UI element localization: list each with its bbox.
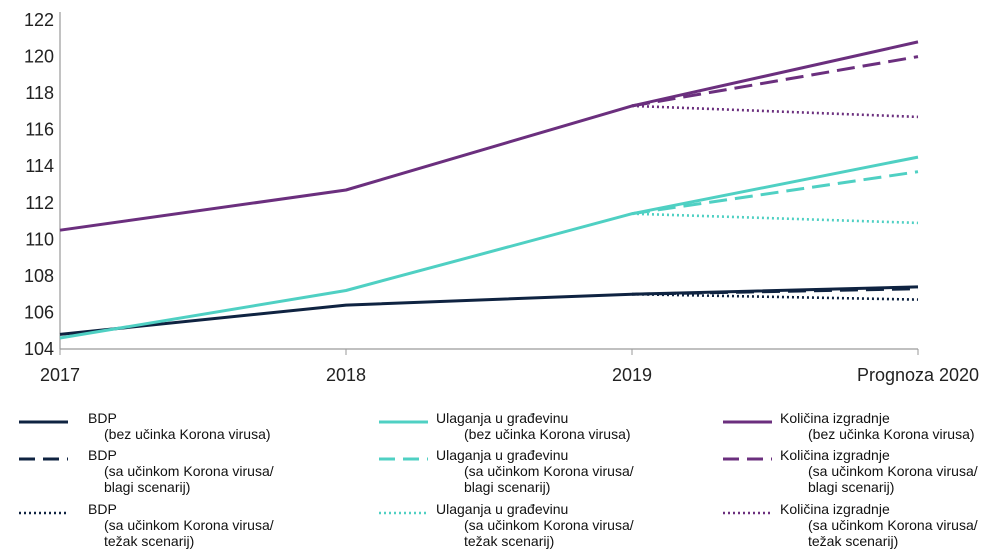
y-tick-label: 120 (24, 47, 54, 67)
legend-label-detail: blagi scenarij) (808, 479, 895, 495)
legend-label-detail: blagi scenarij) (464, 479, 551, 495)
legend-label-detail: (sa učinkom Korona virusa/ (104, 517, 274, 533)
legend-label-title: Količina izgradnje (780, 501, 890, 517)
legend-swatch (379, 420, 428, 424)
legend-label-detail: težak scenarij) (104, 533, 195, 549)
x-tick-label: 2019 (612, 365, 652, 385)
legend-swatch (379, 511, 428, 515)
x-axis-ticks: 2017 2018 2019 Prognoza 2020 (40, 365, 979, 385)
series-line-ulag_tezak (631, 212, 919, 225)
legend-label-detail: (sa učinkom Korona virusa/ (808, 463, 978, 479)
legend-swatch (379, 457, 428, 461)
y-tick-label: 112 (25, 193, 54, 213)
chart-legend: BDP (bez učinka Korona virusa) BDP (sa učin… (0, 404, 1000, 554)
legend-label: BDP (bez učinka Korona virusa) (72, 410, 271, 442)
series-line-kol_blagi (631, 55, 919, 108)
legend-label-detail: (sa učinkom Korona virusa/ (464, 463, 634, 479)
y-tick-label: 110 (25, 229, 54, 249)
legend-label: Količina izgradnje (bez učinka Korona vir… (776, 410, 975, 442)
legend-label: Količina izgradnje (sa učinkom Korona vir… (776, 501, 978, 549)
x-tick-label: Prognoza 2020 (857, 365, 979, 385)
legend-swatch (19, 511, 68, 515)
y-tick-label: 122 (24, 10, 54, 30)
series-line-ulag_blagi (631, 170, 919, 216)
legend-label-detail: (bez učinka Korona virusa) (104, 426, 271, 442)
legend-swatch (19, 457, 68, 461)
legend-label: BDP (sa učinkom Korona virusa/blagi scena… (72, 447, 274, 495)
legend-swatch (723, 511, 772, 515)
legend-label-title: BDP (88, 447, 117, 463)
legend-label: Ulaganja u građevinu (bez učinka Korona v… (432, 410, 631, 442)
legend-swatch (723, 420, 772, 424)
y-tick-label: 108 (24, 266, 54, 286)
legend-label-detail: težak scenarij) (808, 533, 899, 549)
legend-label-title: BDP (88, 501, 117, 517)
legend-label-detail: (sa učinkom Korona virusa/ (808, 517, 978, 533)
y-tick-label: 104 (24, 339, 54, 359)
y-tick-label: 106 (24, 302, 54, 322)
legend-label-title: Ulaganja u građevinu (436, 501, 569, 517)
legend-label: Ulaganja u građevinu (sa učinkom Korona v… (432, 501, 634, 549)
series-line-bdp_base (59, 285, 919, 336)
legend-label-detail: (sa učinkom Korona virusa/ (104, 463, 274, 479)
legend-label-detail: težak scenarij) (464, 533, 555, 549)
legend-label-detail: (sa učinkom Korona virusa/ (464, 517, 634, 533)
legend-label-title: BDP (88, 410, 117, 426)
y-tick-label: 118 (25, 83, 54, 103)
series-line-kol_tezak (631, 104, 919, 119)
legend-label-detail: (bez učinka Korona virusa) (808, 426, 975, 442)
y-tick-label: 114 (25, 156, 54, 176)
x-tick-label: 2018 (326, 365, 366, 385)
legend-label-title: Količina izgradnje (780, 447, 890, 463)
legend-swatch (723, 457, 772, 461)
legend-label-detail: (bez učinka Korona virusa) (464, 426, 631, 442)
legend-label-title: Ulaganja u građevinu (436, 447, 569, 463)
series-line-ulag_base (59, 155, 919, 340)
legend-label-detail: blagi scenarij) (104, 479, 191, 495)
legend-label: Ulaganja u građevinu (sa učinkom Korona v… (432, 447, 634, 495)
legend-label: BDP (sa učinkom Korona virusa/težak scena… (72, 501, 274, 549)
legend-label: Količina izgradnje (sa učinkom Korona vir… (776, 447, 978, 495)
legend-label-title: Ulaganja u građevinu (436, 410, 569, 426)
x-tick-label: 2017 (40, 365, 80, 385)
chart-series (59, 40, 919, 340)
legend-label-title: Količina izgradnje (780, 410, 890, 426)
series-line-kol_base (59, 40, 919, 232)
y-axis-ticks: 104 106 108 110 112 114 116 118 120 122 (24, 10, 54, 359)
legend-swatch (19, 420, 68, 424)
y-tick-label: 116 (25, 120, 54, 140)
series-line-bdp_tezak (631, 292, 919, 301)
chart-axes (59, 12, 919, 355)
